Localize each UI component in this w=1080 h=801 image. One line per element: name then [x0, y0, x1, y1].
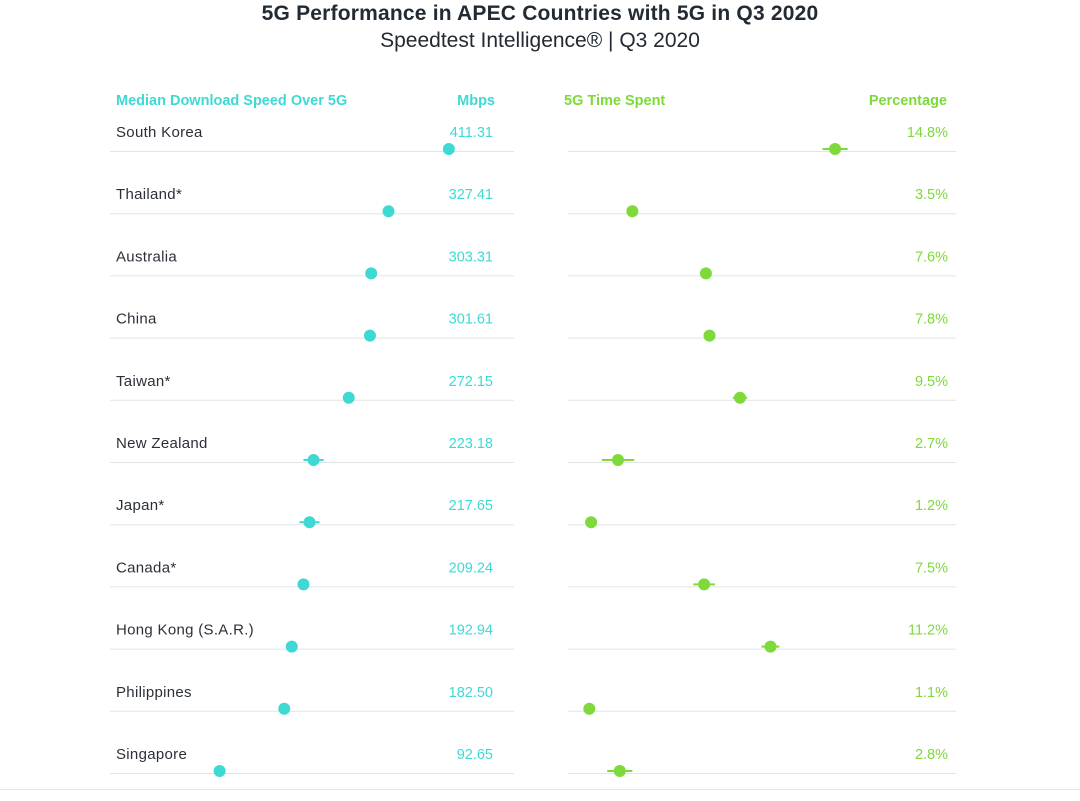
country-label: Hong Kong (S.A.R.)	[116, 622, 254, 639]
speed-data-point	[382, 205, 395, 218]
country-label: Thailand*	[116, 186, 182, 203]
time-value-label: 3.5%	[915, 187, 948, 203]
country-label: South Korea	[116, 124, 203, 141]
speed-value-label: 272.15	[449, 374, 493, 390]
speed-value-label: 301.61	[449, 312, 493, 328]
time-data-point	[613, 765, 626, 777]
time-data-point	[583, 702, 596, 715]
speed-data-point	[365, 267, 378, 280]
country-label: New Zealand	[116, 435, 208, 452]
time-value-label: 7.6%	[915, 249, 948, 265]
country-label: Australia	[116, 248, 177, 265]
speed-value-label: 327.41	[449, 187, 493, 203]
time-data-point	[829, 143, 842, 155]
time-value-label: 2.8%	[915, 747, 948, 763]
speed-data-point	[297, 578, 310, 591]
speed-value-label: 192.94	[449, 623, 493, 639]
speed-data-point	[278, 702, 291, 715]
speed-data-point	[442, 143, 455, 155]
time-value-label: 1.1%	[915, 685, 948, 701]
speed-data-point	[213, 765, 226, 777]
speed-data-point	[363, 329, 376, 342]
speed-data-point	[307, 454, 320, 466]
speed-value-label: 92.65	[457, 747, 493, 763]
time-value-label: 9.5%	[915, 374, 948, 390]
time-data-point	[733, 391, 746, 404]
time-value-label: 1.2%	[915, 498, 948, 514]
time-value-label: 7.8%	[915, 312, 948, 328]
speed-data-point	[285, 640, 298, 653]
speed-value-label: 223.18	[449, 436, 493, 452]
speed-value-label: 303.31	[449, 249, 493, 265]
country-label: Philippines	[116, 684, 192, 701]
country-label: Japan*	[116, 497, 165, 514]
time-value-label: 2.7%	[915, 436, 948, 452]
time-unit-header: Percentage	[869, 93, 947, 109]
country-label: Singapore	[116, 746, 187, 763]
chart-title: 5G Performance in APEC Countries with 5G…	[261, 2, 819, 25]
time-data-point	[703, 329, 716, 342]
country-label: China	[116, 311, 157, 328]
speed-panel-header: Median Download Speed Over 5G	[116, 93, 347, 109]
time-value-label: 11.2%	[908, 623, 948, 639]
time-value-label: 14.8%	[907, 125, 948, 141]
speed-unit-header: Mbps	[457, 93, 495, 109]
speed-value-label: 411.31	[450, 125, 493, 141]
time-data-point	[585, 516, 598, 529]
time-data-point	[612, 454, 625, 466]
time-panel-header: 5G Time Spent	[564, 93, 665, 109]
speed-value-label: 182.50	[449, 685, 493, 701]
speed-value-label: 217.65	[449, 498, 493, 514]
time-value-label: 7.5%	[915, 560, 948, 576]
speed-data-point	[303, 516, 316, 529]
speed-value-label: 209.24	[449, 560, 493, 576]
speed-data-point	[342, 391, 355, 404]
chart-subtitle: Speedtest Intelligence® | Q3 2020	[380, 29, 700, 52]
time-data-point	[626, 205, 639, 218]
time-data-point	[698, 578, 711, 591]
bottom-divider	[0, 789, 1080, 790]
time-data-point	[699, 267, 712, 280]
country-label: Canada*	[116, 559, 176, 576]
time-data-point	[764, 640, 777, 653]
country-label: Taiwan*	[116, 373, 171, 390]
chart-rows: South Korea 411.31 14.8% Thailand* 327.41 3.5…	[110, 124, 956, 777]
